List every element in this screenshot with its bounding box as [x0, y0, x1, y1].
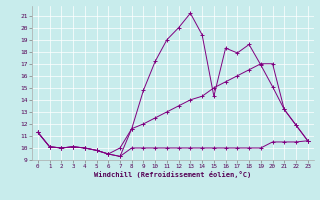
X-axis label: Windchill (Refroidissement éolien,°C): Windchill (Refroidissement éolien,°C) [94, 171, 252, 178]
